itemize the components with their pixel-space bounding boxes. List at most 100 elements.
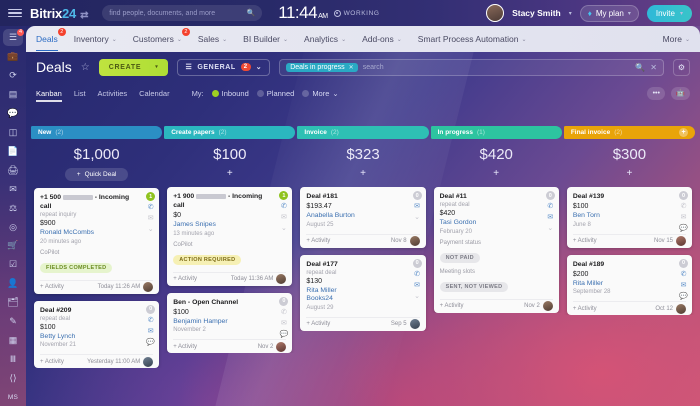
email-icon[interactable]: ✉ <box>280 214 287 221</box>
deal-card[interactable]: Deal #11 repeat deal $420 Tasi Gordon Februa… <box>433 187 559 313</box>
sync-icon[interactable]: ⟳ <box>9 69 17 80</box>
deal-card[interactable]: Deal #177 repeat deal $130 Rita Miller Books… <box>300 254 426 331</box>
app-logo[interactable]: Bitrix24 ⇄ <box>30 6 88 21</box>
add-deal-icon[interactable]: + <box>626 168 633 179</box>
unread-count-badge[interactable]: 0 <box>412 258 422 268</box>
avatar[interactable] <box>676 303 687 314</box>
checklist-icon[interactable]: ☑ <box>8 259 18 270</box>
email-icon[interactable]: ✉ <box>414 203 421 210</box>
unread-count-badge[interactable]: 0 <box>146 304 156 314</box>
add-deal-icon[interactable]: + <box>226 168 233 179</box>
avatar[interactable] <box>486 4 505 22</box>
close-icon[interactable]: ✕ <box>348 64 354 71</box>
favorite-star-icon[interactable]: ☆ <box>80 61 90 73</box>
apps-icon[interactable]: ▦ <box>8 335 18 346</box>
chevron-down-icon[interactable]: ⌄ <box>414 292 421 300</box>
chevron-down-icon[interactable]: ⌄ <box>547 225 554 232</box>
add-activity-button[interactable]: + Activity <box>306 321 331 327</box>
column-header[interactable]: Final invoice (2) + <box>563 126 696 139</box>
work-status[interactable]: WORKING <box>333 9 380 17</box>
avatar[interactable] <box>542 301 553 311</box>
unread-count-badge[interactable]: 0 <box>679 191 689 200</box>
deal-client[interactable]: Benjamin Hamper <box>173 317 228 325</box>
add-activity-button[interactable]: + Activity <box>439 303 464 309</box>
unread-count-badge[interactable]: 1 <box>146 192 156 201</box>
call-icon[interactable]: ✆ <box>280 203 287 210</box>
general-filter-button[interactable]: ☰ GENERAL 2 ⌄ <box>177 58 271 76</box>
deal-client[interactable]: Rita Miller Books24 <box>306 286 337 303</box>
online-store-icon[interactable]: 🛒 <box>7 240 19 251</box>
call-icon[interactable]: ✆ <box>680 270 687 278</box>
my-filter-planned[interactable]: Planned <box>256 89 294 98</box>
chat-icon[interactable]: 💬 <box>7 107 19 118</box>
my-filter-inbound[interactable]: Inbound <box>211 89 249 98</box>
tab-calendar[interactable]: Calendar <box>139 88 170 98</box>
email-icon[interactable]: ✉ <box>280 319 287 327</box>
status-badge[interactable]: ACTION REQUIRED <box>173 254 242 265</box>
invite-button[interactable]: Invite ▾ <box>646 4 692 22</box>
avatar[interactable] <box>276 341 287 352</box>
settings-gear-button[interactable]: ⚙ <box>673 58 690 76</box>
email-icon[interactable]: ✉ <box>680 214 687 221</box>
deal-card[interactable]: Ben - Open Channel $100 Benjamin Hamper Nov… <box>167 292 293 353</box>
unread-count-badge[interactable]: 0 <box>545 191 555 200</box>
avatar[interactable] <box>143 282 154 292</box>
call-icon[interactable]: ✆ <box>280 308 287 316</box>
tasks-icon[interactable]: ▤ <box>8 88 18 99</box>
call-icon[interactable]: ✆ <box>547 203 554 210</box>
email-icon[interactable]: ✉ <box>147 215 154 222</box>
avatar[interactable] <box>676 236 687 246</box>
deal-card[interactable]: Deal #189 $200 Rita Miller September 28 0 ✆ ✉ 💬… <box>566 254 693 315</box>
email-icon[interactable]: ✉ <box>680 281 687 289</box>
add-deal-icon[interactable]: + <box>360 168 366 179</box>
add-activity-button[interactable]: + Activity <box>40 284 64 290</box>
nav-item-customers[interactable]: Customers ⌄ 2 <box>133 28 190 44</box>
call-icon[interactable]: ✆ <box>147 204 154 211</box>
clear-search-icon[interactable]: ✕ <box>650 62 657 72</box>
avatar[interactable] <box>143 356 154 367</box>
add-activity-button[interactable]: + Activity <box>40 358 64 365</box>
documents-icon[interactable]: 📄 <box>7 145 19 156</box>
email-icon[interactable]: ✉ <box>547 214 554 221</box>
tab-activities[interactable]: Activities <box>97 88 128 98</box>
add-activity-button[interactable]: + Activity <box>173 276 198 282</box>
nav-item-inventory[interactable]: Inventory ⌄ <box>74 34 117 44</box>
analytics-icon[interactable]: Ⅲ <box>9 354 17 365</box>
email-icon[interactable]: ✉ <box>414 281 421 289</box>
calendar-icon[interactable]: ◫ <box>8 126 18 137</box>
unread-count-badge[interactable]: 1 <box>279 191 289 200</box>
feed-icon[interactable]: ☰ 4 <box>3 29 24 46</box>
active-filter-chip[interactable]: Deals in progress ✕ <box>286 62 358 72</box>
crm-icon[interactable]: 💼 <box>7 50 19 61</box>
create-button[interactable]: CREATE ▾ <box>98 58 169 76</box>
chevron-down-icon[interactable]: ⌄ <box>280 225 287 232</box>
avatar[interactable] <box>409 319 420 329</box>
avatar[interactable] <box>276 274 287 284</box>
add-deal-icon[interactable]: + <box>493 168 500 179</box>
deal-client[interactable]: Ronald McCombs <box>40 229 95 236</box>
my-plan-button[interactable]: ♦ My plan ▾ <box>579 4 639 22</box>
avatar[interactable] <box>409 236 420 246</box>
chevron-down-icon[interactable]: ⌄ <box>147 226 154 233</box>
switch-account-icon[interactable]: ⇄ <box>80 9 89 21</box>
deal-client[interactable]: Ben Torn <box>572 212 600 219</box>
nav-item-analytics[interactable]: Analytics ⌄ <box>304 34 346 44</box>
menu-toggle-icon[interactable] <box>8 8 22 18</box>
status-badge-2[interactable]: SENT, NOT VIEWED <box>439 281 509 292</box>
call-icon[interactable]: ✆ <box>147 316 154 324</box>
chat-icon[interactable]: 💬 <box>679 225 688 232</box>
contacts-icon[interactable]: 👤 <box>7 278 19 289</box>
call-icon[interactable]: ✆ <box>680 203 687 210</box>
unread-count-badge[interactable]: 0 <box>412 191 422 200</box>
nav-item-smart-process-automation[interactable]: Smart Process Automation ⌄ <box>418 34 527 44</box>
inventory-icon[interactable]: 🗂 <box>7 297 19 308</box>
nav-item-bi-builder[interactable]: BI Builder ⌄ <box>243 34 288 44</box>
my-filter-more[interactable]: More ⌄ <box>302 89 339 98</box>
chat-icon[interactable]: 💬 <box>146 338 156 346</box>
add-activity-button[interactable]: + Activity <box>306 238 331 244</box>
deal-client[interactable]: Tasi Gordon <box>439 219 477 226</box>
status-badge[interactable]: NOT PAID <box>439 252 480 263</box>
unread-count-badge[interactable]: 0 <box>679 258 689 268</box>
column-header[interactable]: In progress (1) <box>430 126 562 139</box>
deal-client[interactable]: Rita Miller <box>572 279 604 287</box>
